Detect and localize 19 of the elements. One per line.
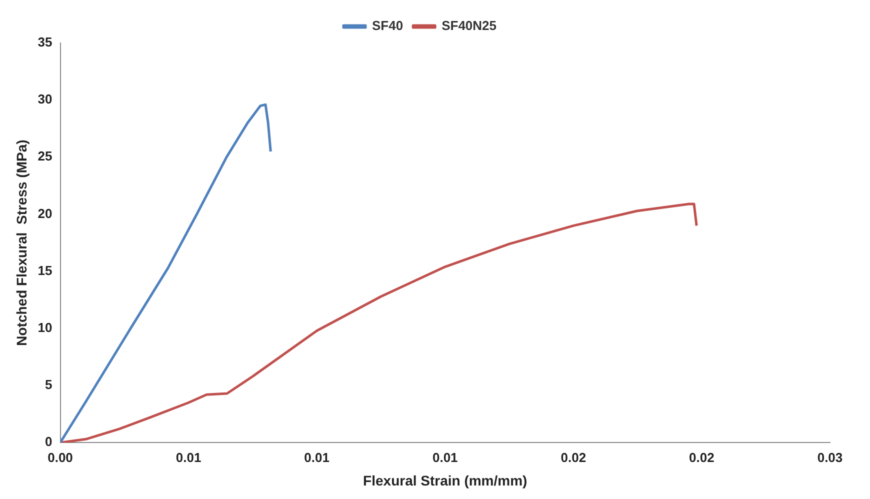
y-tick-label: 35 — [38, 34, 52, 50]
x-tick-label: 0.01 — [176, 450, 202, 465]
y-tick-label: 25 — [38, 148, 52, 164]
x-tick-label: 0.00 — [48, 450, 73, 465]
x-tick-label: 0.03 — [817, 450, 843, 465]
x-tick-label: 0.02 — [560, 450, 586, 465]
y-tick-label: 10 — [38, 320, 52, 336]
y-tick-label: 20 — [38, 206, 52, 221]
y-tick-label: 15 — [38, 262, 52, 278]
y-tick-label: 30 — [38, 92, 52, 107]
legend-label: SF40N25 — [442, 18, 496, 34]
legend-label: SF40 — [372, 18, 404, 34]
x-axis-title: Flexural Strain (mm/mm) — [363, 472, 528, 488]
x-tick-label: 0.01 — [432, 450, 458, 465]
y-tick-label: 0 — [45, 434, 52, 450]
y-tick-label: 5 — [45, 377, 52, 392]
y-axis-title: Notched Flexural Stress (MPa) — [13, 140, 30, 346]
x-tick-label: 0.01 — [304, 450, 330, 465]
x-tick-label: 0.02 — [689, 450, 714, 465]
